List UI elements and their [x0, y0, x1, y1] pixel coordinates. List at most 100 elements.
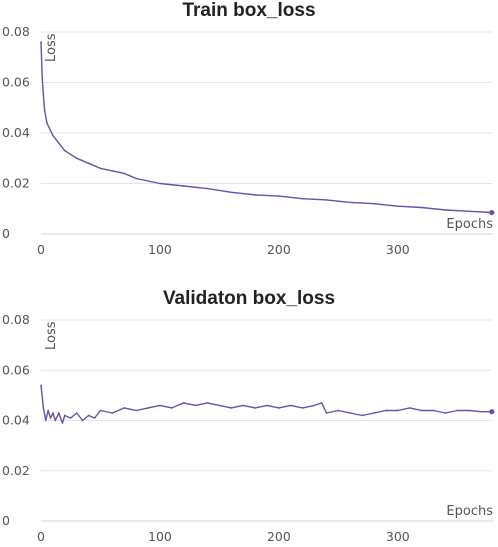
data-point [135, 177, 137, 180]
x-tick-label: 200 [267, 242, 291, 257]
data-point [325, 199, 328, 201]
data-point [420, 206, 423, 209]
data-point [444, 209, 447, 211]
data-point [123, 407, 126, 409]
data-point [69, 417, 72, 419]
data-point [99, 167, 102, 170]
x-tick-label: 100 [148, 529, 172, 544]
data-point [325, 412, 328, 414]
x-tick-label: 200 [267, 529, 291, 544]
data-point [373, 412, 375, 414]
data-point [468, 210, 471, 213]
y-tick-label: 0.08 [2, 24, 30, 39]
data-point [194, 404, 197, 407]
data-point [218, 404, 221, 407]
data-point [480, 410, 482, 413]
data-point [206, 187, 209, 190]
data-point [135, 409, 137, 412]
y-tick-label: 0.02 [2, 463, 30, 478]
data-point [147, 407, 149, 409]
data-point [40, 384, 42, 387]
data-point [278, 195, 280, 197]
y-tick-label: 0.08 [2, 312, 30, 327]
y-tick-label: 0 [2, 513, 10, 528]
data-point [87, 162, 90, 165]
y-tick-label: 0.06 [2, 75, 30, 90]
data-point [49, 129, 52, 132]
chart-title: Validaton box_loss [162, 288, 336, 309]
data-point [123, 172, 126, 175]
train-box-loss-panel: Train box_loss 0 0.02 0.04 0.06 0.08 0 100 200 3… [0, 0, 498, 270]
data-point [456, 409, 459, 412]
data-point [278, 407, 280, 409]
data-point [111, 412, 114, 414]
data-point [320, 402, 323, 404]
x-tick-label: 0 [37, 242, 45, 257]
data-point [182, 185, 185, 187]
data-point [206, 402, 209, 404]
y-tick-label: 0.02 [2, 176, 30, 191]
data-point [266, 404, 268, 407]
data-point [242, 404, 245, 407]
data-point [420, 409, 423, 412]
data-point [58, 412, 60, 414]
y-tick-label: 0.04 [2, 413, 30, 428]
data-point [44, 419, 47, 422]
data-point [468, 409, 471, 412]
x-axis-label: Epochs [446, 504, 493, 519]
loss-series-line [40, 385, 492, 424]
y-axis-label: Loss [44, 321, 59, 350]
data-point [301, 197, 304, 200]
data-point [313, 404, 316, 407]
data-point [397, 205, 399, 208]
train-box-loss-chart: 0 0.02 0.04 0.06 0.08 0 100 200 300 Loss Epochs [2, 24, 495, 257]
data-point [41, 76, 43, 79]
data-point [111, 170, 114, 172]
data-point [42, 94, 45, 96]
data-point [40, 41, 42, 43]
data-point [254, 194, 256, 196]
data-point [46, 122, 48, 124]
x-tick-label: 0 [37, 529, 45, 544]
data-point [444, 412, 447, 414]
data-point [52, 412, 54, 414]
data-point [349, 412, 352, 414]
data-point [47, 409, 49, 412]
data-point [337, 409, 340, 412]
data-point [289, 404, 292, 407]
data-point [171, 407, 173, 409]
data-point [87, 414, 90, 417]
data-point [361, 414, 363, 417]
x-tick-label: 300 [386, 242, 410, 257]
data-point [254, 407, 256, 409]
data-point [99, 409, 102, 412]
data-point [373, 202, 375, 205]
data-point [432, 409, 435, 412]
data-point [63, 149, 66, 152]
x-tick-label: 300 [386, 529, 410, 544]
data-point [489, 209, 495, 216]
data-point [159, 182, 161, 185]
x-axis-label: Epochs [446, 217, 493, 232]
data-point [93, 417, 96, 419]
y-tick-label: 0.06 [2, 362, 30, 377]
data-point [52, 134, 54, 137]
data-point [385, 409, 387, 412]
y-tick-label: 0 [2, 226, 10, 241]
data-point [61, 422, 64, 424]
data-point [63, 414, 66, 417]
data-point [43, 109, 46, 112]
data-point [81, 419, 84, 422]
data-point [182, 402, 185, 404]
data-point [349, 201, 352, 204]
data-point [159, 404, 161, 407]
data-point [58, 142, 60, 144]
data-point [42, 407, 45, 409]
y-tick-label: 0.04 [2, 125, 30, 140]
data-point [49, 417, 52, 419]
validation-box-loss-chart: 0 0.02 0.04 0.06 0.08 0 100 200 300 Loss Epochs [2, 312, 495, 544]
x-tick-label: 100 [148, 242, 172, 257]
data-point [75, 412, 78, 414]
validation-box-loss-panel: Validaton box_loss 0 0.02 0.04 0.06 0.08 0 100… [0, 288, 498, 547]
data-point [489, 409, 495, 415]
